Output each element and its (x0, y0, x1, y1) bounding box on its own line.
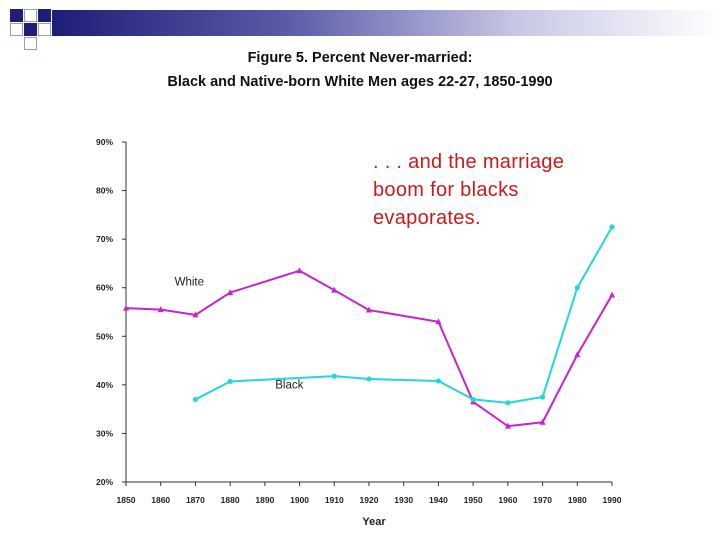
x-tick-label: 1970 (533, 495, 552, 505)
y-tick-label: 80% (96, 186, 113, 196)
deco-square (38, 9, 51, 22)
x-tick-label: 1880 (221, 495, 240, 505)
deco-square (10, 23, 23, 36)
data-point-black (470, 396, 476, 403)
data-point-white (227, 289, 234, 296)
y-tick-label: 30% (96, 428, 113, 438)
data-point-white (539, 418, 546, 425)
y-tick-label: 40% (96, 380, 113, 390)
data-point-white (435, 318, 442, 325)
x-tick-label: 1860 (151, 495, 170, 505)
data-point-white (296, 267, 303, 274)
series-line-black (194, 226, 613, 404)
x-tick-label: 1920 (360, 495, 379, 505)
annotation-text: . . . and the marriage boom for blacks e… (373, 151, 565, 229)
x-tick-label: 1910 (325, 495, 344, 505)
x-tick-label: 1930 (394, 495, 413, 505)
x-tick-label: 1990 (603, 495, 622, 505)
x-tick-label: 1890 (255, 495, 274, 505)
x-tick-label: 1960 (498, 495, 517, 505)
y-tick-label: 90% (96, 137, 113, 147)
data-point-white (504, 422, 511, 429)
data-point-white (192, 311, 199, 318)
data-point-black (505, 400, 511, 406)
deco-square (24, 37, 37, 50)
data-point-white (331, 286, 338, 293)
x-axis-label: Year (362, 516, 386, 528)
data-point-white (366, 306, 372, 313)
deco-square (24, 9, 37, 22)
deco-square (38, 23, 51, 36)
series-label-black: Black (275, 379, 303, 391)
x-tick-label: 1900 (290, 495, 309, 505)
x-tick-label: 1980 (568, 495, 587, 505)
x-tick-label: 1870 (186, 495, 205, 505)
series-line-white (125, 269, 613, 428)
data-point-black (227, 378, 233, 385)
data-point-white (123, 304, 129, 311)
chart-title-line2: Black and Native-born White Men ages 22-… (167, 74, 553, 90)
deco-square (10, 9, 23, 22)
data-point-black (331, 373, 337, 379)
series-label-white: White (175, 276, 204, 288)
deco-square (24, 23, 37, 36)
data-point-black (435, 378, 442, 384)
data-point-white (574, 351, 581, 358)
data-point-black (192, 396, 199, 403)
data-point-black (366, 376, 372, 382)
data-point-black (539, 394, 546, 400)
header-gradient-bar (52, 10, 720, 36)
data-point-black (609, 224, 615, 230)
y-tick-label: 50% (96, 331, 113, 341)
x-tick-label: 1950 (464, 495, 483, 505)
y-tick-label: 70% (96, 234, 113, 244)
chart-title-line1: Figure 5. Percent Never-married: (247, 50, 473, 66)
data-point-white (609, 291, 615, 298)
x-tick-label: 1850 (117, 495, 136, 505)
data-point-white (157, 306, 164, 313)
y-tick-label: 60% (96, 283, 113, 293)
x-tick-label: 1940 (429, 495, 448, 505)
data-point-black (574, 285, 580, 291)
y-tick-label: 20% (96, 477, 113, 487)
